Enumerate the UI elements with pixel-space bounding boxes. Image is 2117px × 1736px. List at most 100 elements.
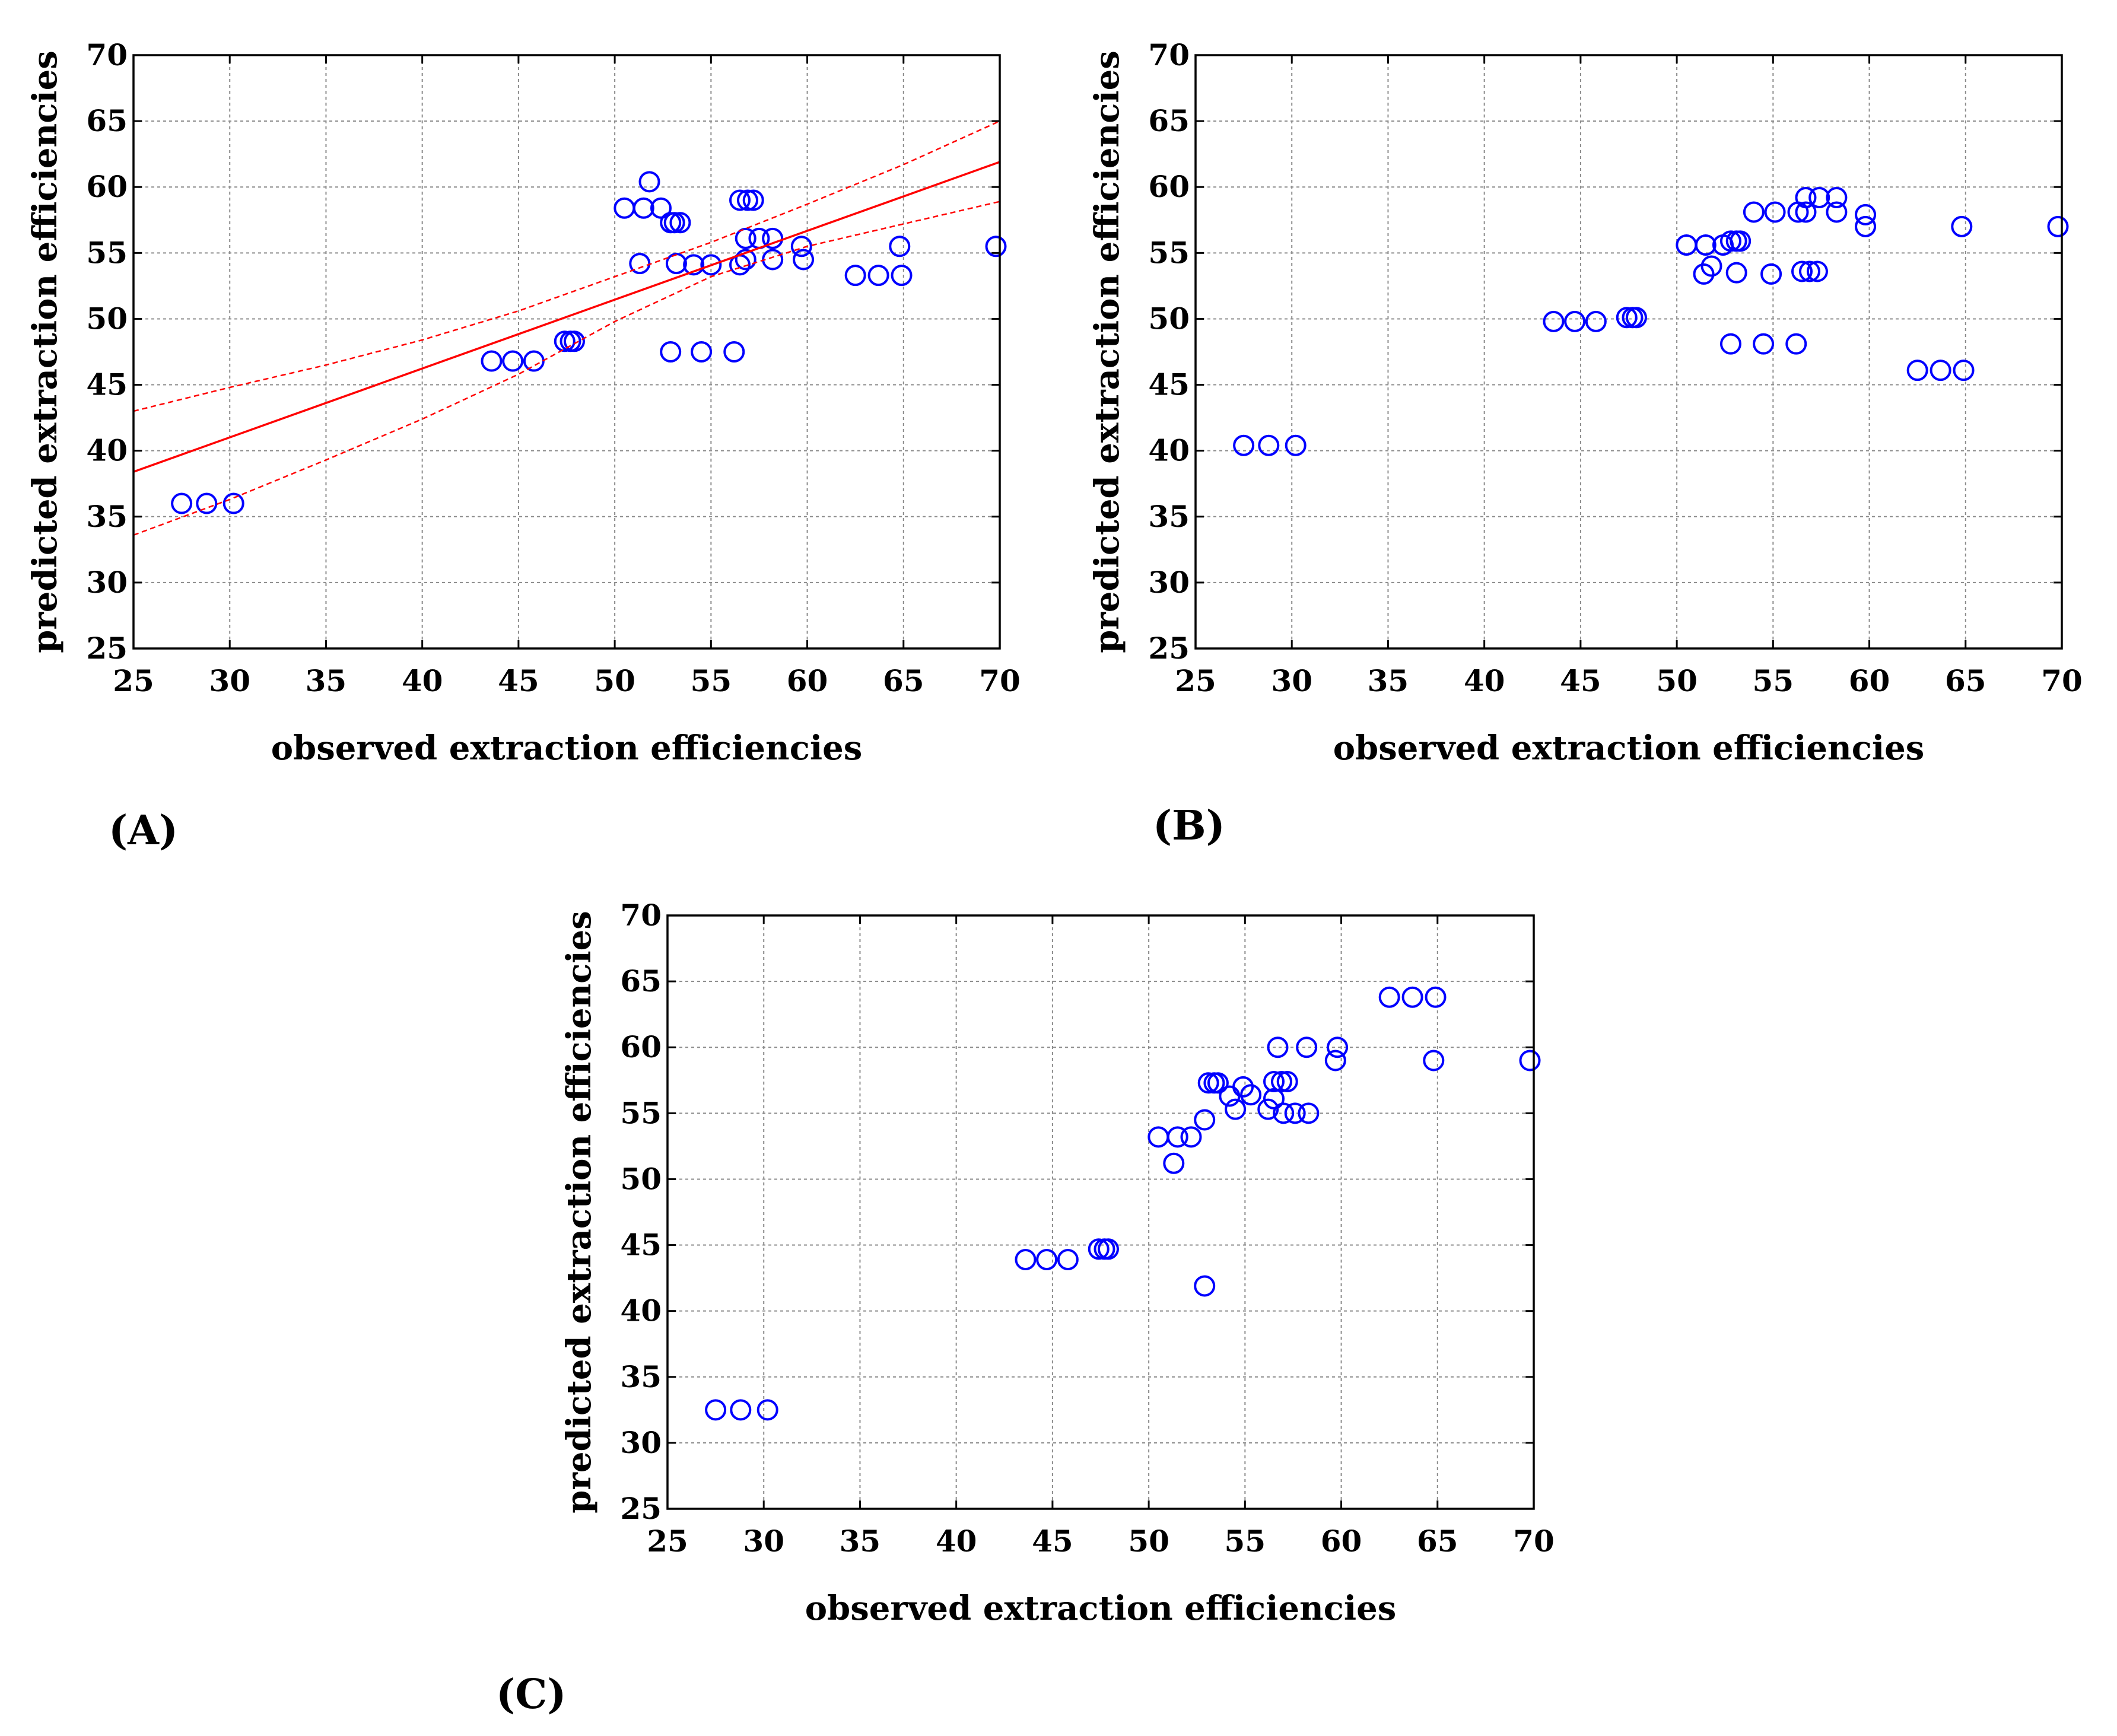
data-point [790, 236, 812, 257]
y-tick-label: 25 [1148, 631, 1190, 666]
data-point [985, 236, 1007, 257]
data-point [1423, 1050, 1445, 1072]
data-point [638, 171, 660, 193]
y-tick-label: 45 [86, 367, 128, 402]
x-tick-label: 60 [1849, 663, 1890, 698]
data-point [700, 254, 722, 276]
data-point [1760, 263, 1782, 285]
data-point [1232, 1076, 1254, 1098]
y-tick-label: 40 [1148, 433, 1190, 468]
x-tick-label: 25 [1175, 663, 1216, 698]
data-point [1676, 234, 1698, 256]
chart-c-scatter: 25 30 35 40 45 50 55 60 65 70 25 30 35 40 45 50 55 60 65 70… [560, 898, 1555, 1628]
data-point [683, 254, 705, 276]
data-point [481, 350, 503, 372]
x-tick-label: 50 [594, 663, 635, 698]
data-point [867, 265, 889, 287]
data-point [1015, 1249, 1037, 1270]
data-point [171, 492, 193, 514]
data-point [1753, 333, 1775, 355]
y-tick-label: 65 [620, 964, 662, 999]
y-tick-label: 50 [620, 1161, 662, 1196]
x-tick-label: 40 [936, 1524, 977, 1559]
y-tick-label: 40 [86, 433, 128, 468]
data-point [756, 1399, 778, 1421]
y-tick-label: 50 [86, 301, 128, 336]
data-point [1088, 1238, 1110, 1260]
y-axis-label: predicted extraction efficiencies [1088, 50, 1127, 653]
data-point [1798, 260, 1820, 282]
panel-label-c: (C) [496, 1671, 567, 1718]
data-point [1197, 1072, 1219, 1094]
data-point [1285, 434, 1307, 456]
x-tick-label: 55 [1753, 663, 1794, 698]
data-point [1207, 1072, 1229, 1094]
x-tick-label: 70 [1513, 1524, 1555, 1559]
x-tick-label: 70 [979, 663, 1021, 698]
data-point [1764, 201, 1786, 223]
y-tick-label: 70 [1148, 37, 1190, 72]
x-tick-label: 60 [1321, 1524, 1362, 1559]
data-point [632, 197, 654, 219]
data-point [1725, 262, 1747, 284]
data-point [1585, 310, 1607, 332]
data-point [735, 227, 756, 249]
data-point [1233, 434, 1255, 456]
x-tick-label: 30 [209, 663, 250, 698]
data-point [1263, 1088, 1285, 1109]
y-tick-label: 65 [1148, 103, 1190, 138]
x-tick-label: 45 [1560, 663, 1601, 698]
x-tick-label: 25 [647, 1524, 688, 1559]
data-point [650, 197, 672, 219]
data-point [1276, 1071, 1298, 1092]
data-point [665, 253, 687, 275]
panel-label-a: (A) [109, 807, 179, 854]
plot-frame [1194, 54, 2063, 650]
y-tick-label: 45 [1148, 367, 1190, 402]
y-tick-label: 55 [1148, 235, 1190, 270]
data-point [762, 227, 784, 249]
data-point [1194, 1109, 1216, 1131]
x-tick-label: 35 [840, 1524, 881, 1559]
data-point [669, 212, 691, 234]
data-point [705, 1399, 727, 1421]
data-point [2047, 215, 2069, 237]
y-tick-label: 50 [1148, 301, 1190, 336]
data-point [663, 212, 685, 234]
y-tick-label: 35 [86, 499, 128, 534]
y-tick-label: 30 [1148, 565, 1190, 600]
data-point [1930, 360, 1951, 381]
x-tick-label: 65 [1417, 1524, 1458, 1559]
y-tick-label: 40 [620, 1293, 662, 1328]
data-point [735, 249, 756, 271]
data-point [1616, 307, 1638, 329]
data-point [523, 350, 545, 372]
data-point [1743, 201, 1765, 223]
x-tick-label: 65 [1945, 663, 1986, 698]
data-point [1240, 1084, 1262, 1106]
data-point [1225, 1098, 1247, 1120]
data-point [1719, 230, 1741, 252]
x-tick-label: 30 [743, 1524, 784, 1559]
data-point [1163, 1152, 1185, 1174]
x-tick-label: 45 [1032, 1524, 1073, 1559]
x-tick-label: 40 [402, 663, 443, 698]
x-tick-label: 50 [1128, 1524, 1169, 1559]
data-point [691, 341, 713, 363]
data-point [1826, 201, 1848, 223]
data-point [1298, 1102, 1320, 1124]
y-tick-label: 60 [86, 169, 128, 204]
data-point [1296, 1036, 1318, 1058]
data-point [1826, 187, 1848, 208]
data-point [1808, 187, 1830, 208]
data-point [1273, 1102, 1295, 1124]
y-tick-label: 70 [86, 37, 128, 72]
data-point [1284, 1102, 1306, 1124]
y-tick-label: 35 [1148, 499, 1190, 534]
data-point [1057, 1249, 1079, 1270]
data-point [1401, 986, 1423, 1008]
y-tick-label: 55 [86, 235, 128, 270]
x-tick-label: 35 [306, 663, 347, 698]
data-point [1166, 1126, 1188, 1148]
